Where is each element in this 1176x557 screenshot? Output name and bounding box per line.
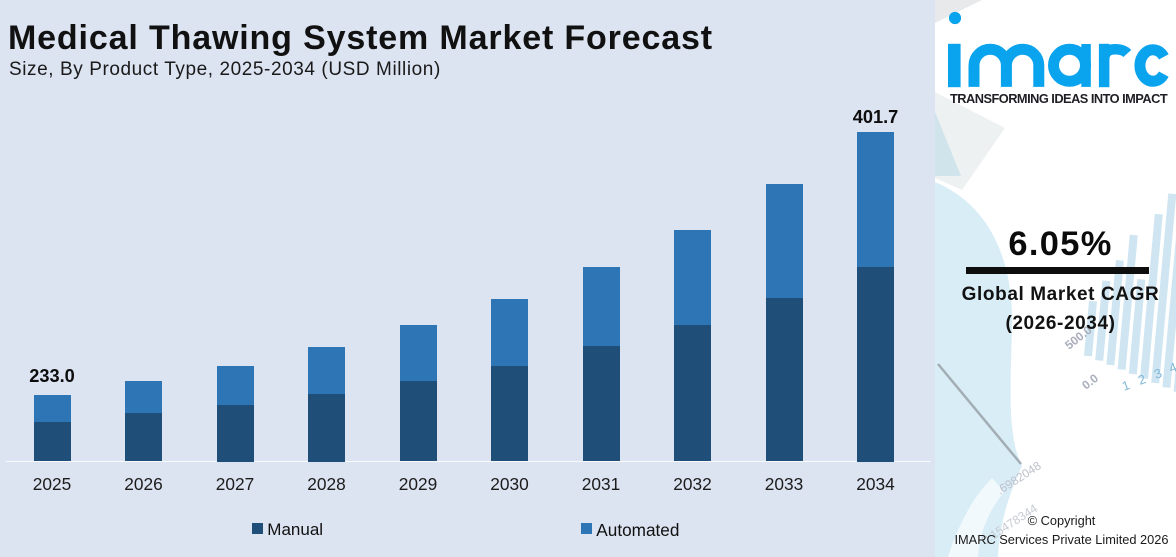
svg-text:1: 1 (1120, 377, 1132, 394)
svg-text:4: 4 (1167, 359, 1176, 376)
svg-text:3: 3 (1152, 365, 1164, 382)
svg-text:0.0: 0.0 (1079, 371, 1101, 393)
svg-text:2: 2 (1136, 371, 1148, 388)
